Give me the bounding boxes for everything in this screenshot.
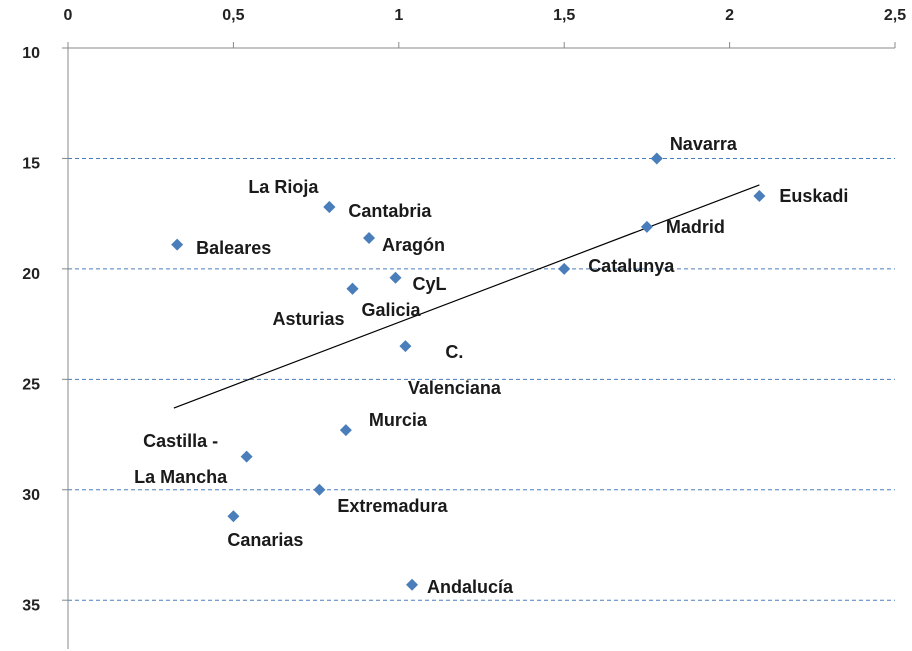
point xyxy=(227,510,240,523)
point xyxy=(640,220,653,233)
point xyxy=(753,189,766,202)
y-tick-label: 35 xyxy=(22,597,40,614)
point-label: Asturias xyxy=(272,308,345,329)
point-label: C. Valenciana xyxy=(407,342,501,399)
point xyxy=(313,483,326,496)
point-label: Castilla - La Mancha xyxy=(134,430,228,487)
point-label: Andalucía xyxy=(427,576,514,597)
y-tick-label: 20 xyxy=(22,266,40,283)
point-label: Cantabria xyxy=(348,201,432,222)
y-tick-label: 30 xyxy=(22,487,40,504)
point xyxy=(363,231,376,244)
point-label: Navarra xyxy=(669,134,737,155)
point xyxy=(406,578,419,591)
trendline xyxy=(173,184,760,409)
point xyxy=(171,238,184,251)
y-tick-label: 25 xyxy=(22,377,40,394)
point xyxy=(323,201,336,214)
point xyxy=(339,424,352,437)
point-label: Canarias xyxy=(227,530,304,551)
y-tick-label: 10 xyxy=(22,45,40,62)
x-tick-label: 2,5 xyxy=(884,7,906,24)
point-label: Madrid xyxy=(665,216,725,237)
point xyxy=(650,152,663,165)
point xyxy=(389,271,402,284)
point-label: Aragón xyxy=(382,234,446,255)
x-tick-label: 2 xyxy=(725,7,734,24)
point xyxy=(399,340,412,353)
x-tick-label: 0 xyxy=(64,7,73,24)
point-label: Baleares xyxy=(196,237,272,258)
point xyxy=(346,282,359,295)
point-label: Galicia xyxy=(361,299,421,320)
point-label: Catalunya xyxy=(588,255,675,276)
x-tick-label: 1,5 xyxy=(553,7,575,24)
point-label: CyL xyxy=(412,273,447,294)
point-label: Euskadi xyxy=(779,185,849,206)
point-label: Extremadura xyxy=(337,495,448,516)
x-tick-label: 0,5 xyxy=(222,7,244,24)
point-label: Murcia xyxy=(368,410,427,431)
point-label: La Rioja xyxy=(248,177,319,198)
point xyxy=(240,450,253,463)
point xyxy=(558,262,571,275)
x-tick-label: 1 xyxy=(394,7,403,24)
y-tick-label: 15 xyxy=(22,156,40,173)
